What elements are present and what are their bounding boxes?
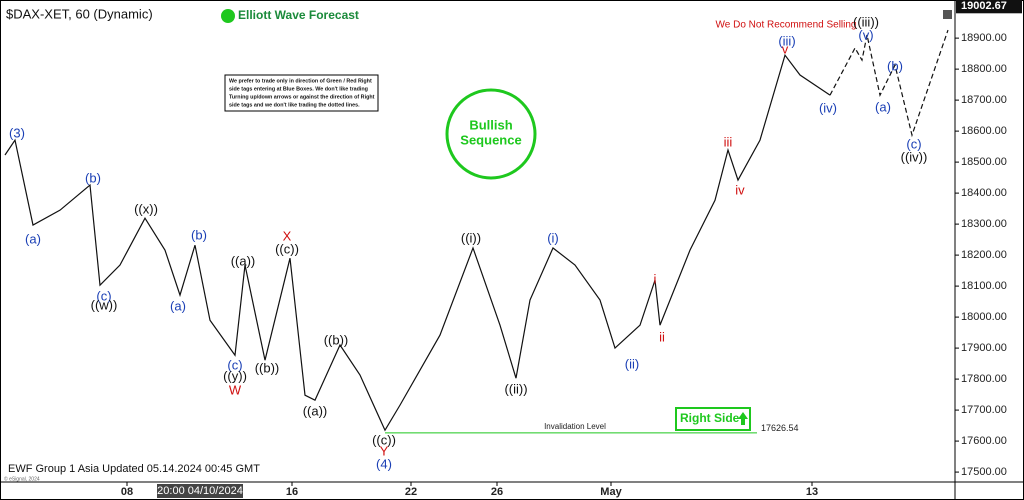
right-side-box bbox=[675, 407, 751, 431]
x-tick-label: May bbox=[600, 486, 622, 498]
y-tick-label: 18100.00 bbox=[961, 280, 1007, 292]
wave-label: i bbox=[654, 271, 657, 286]
wave-label: ii bbox=[659, 329, 665, 344]
y-tick-label: 18700.00 bbox=[961, 94, 1007, 106]
y-tick-label: 18400.00 bbox=[961, 187, 1007, 199]
wave-label: (c) bbox=[906, 136, 921, 151]
disclaimer-box bbox=[224, 74, 379, 112]
wave-label: iii bbox=[724, 134, 733, 149]
wave-label: (a) bbox=[170, 298, 186, 313]
footer: EWF Group 1 Asia Updated 05.14.2024 00:4… bbox=[8, 463, 260, 475]
x-tick-label: 26 bbox=[491, 486, 503, 498]
x-tick-label: 13 bbox=[806, 486, 818, 498]
wave-label: (a) bbox=[875, 99, 891, 114]
wave-label: X bbox=[283, 228, 292, 243]
wave-label: ((x)) bbox=[134, 201, 158, 216]
wave-label: ((c)) bbox=[372, 432, 396, 447]
right-side-arrow bbox=[738, 412, 748, 425]
note: We Do Not Recommend Selling bbox=[716, 20, 857, 31]
wave-label: (v) bbox=[858, 27, 873, 42]
chart-title: $DAX-XET, 60 (Dynamic) bbox=[6, 6, 153, 21]
wave-label: Y bbox=[380, 443, 389, 458]
corner-icon bbox=[943, 10, 952, 19]
wave-label: ((iii)) bbox=[853, 14, 879, 29]
wave-label: (iv) bbox=[819, 100, 837, 115]
wave-label: ((i)) bbox=[461, 230, 481, 245]
last-price-label: 19002.67 bbox=[961, 0, 1007, 12]
sequence-label: Sequence bbox=[460, 132, 521, 147]
y-tick-label: 17500.00 bbox=[961, 466, 1007, 478]
sequence-circle bbox=[445, 88, 537, 180]
wave-label: (3) bbox=[9, 125, 25, 140]
invalidation-label: Invalidation Level bbox=[544, 422, 606, 431]
y-tick-label: 18600.00 bbox=[961, 125, 1007, 137]
disclaimer-line: Turning up/down arrows or against the di… bbox=[229, 94, 375, 100]
cursor-label: 20:00 04/10/2024 bbox=[157, 485, 243, 497]
y-tick-label: 17600.00 bbox=[961, 435, 1007, 447]
wave-label: (b) bbox=[887, 58, 903, 73]
price-line bbox=[4, 53, 831, 432]
invalidation-value: 17626.54 bbox=[761, 423, 799, 433]
disclaimer-line: side tags entering at Blue Boxes. We don… bbox=[229, 86, 368, 92]
wave-label: (a) bbox=[25, 231, 41, 246]
y-tick-label: 18900.00 bbox=[961, 32, 1007, 44]
y-tick-label: 18200.00 bbox=[961, 249, 1007, 261]
wave-label: ((c)) bbox=[275, 241, 299, 256]
disclaimer-line: side tags and we don't like trading the … bbox=[229, 102, 360, 108]
wave-label: ((a)) bbox=[231, 253, 256, 268]
wave-label: iv bbox=[735, 182, 745, 197]
wave-label: (i) bbox=[547, 230, 559, 245]
cursor-label-box bbox=[157, 484, 243, 498]
wave-label: (b) bbox=[191, 227, 207, 242]
x-tick-label: 08 bbox=[121, 486, 133, 498]
sequence-label: Bullish bbox=[469, 117, 512, 132]
wave-label: (4) bbox=[376, 456, 392, 471]
wave-label: ((b)) bbox=[255, 360, 280, 375]
wave-label: W bbox=[229, 382, 242, 397]
last-price-box bbox=[956, 0, 1022, 14]
wave-label: ((b)) bbox=[324, 332, 349, 347]
brand-icon bbox=[221, 9, 235, 23]
y-tick-label: 18800.00 bbox=[961, 63, 1007, 75]
wave-label: ((a)) bbox=[303, 403, 328, 418]
y-tick-label: 17700.00 bbox=[961, 404, 1007, 416]
copyright: © eSignal, 2024 bbox=[4, 475, 40, 482]
wave-label: ((iv)) bbox=[901, 149, 928, 164]
wave-label: (b) bbox=[85, 170, 101, 185]
disclaimer-line: We prefer to trade only in direction of … bbox=[229, 78, 372, 84]
x-tick-label: 22 bbox=[405, 486, 417, 498]
y-tick-label: 17900.00 bbox=[961, 342, 1007, 354]
wave-label: ((w)) bbox=[91, 297, 118, 312]
wave-label: (iii) bbox=[778, 33, 795, 48]
y-tick-label: 17800.00 bbox=[961, 373, 1007, 385]
y-tick-label: 18300.00 bbox=[961, 218, 1007, 230]
y-tick-label: 18500.00 bbox=[961, 156, 1007, 168]
wave-label: ((y)) bbox=[223, 368, 247, 383]
x-tick-label: 16 bbox=[286, 486, 298, 498]
wave-label: ((ii)) bbox=[504, 381, 527, 396]
y-tick-label: 18000.00 bbox=[961, 311, 1007, 323]
wave-label: v bbox=[782, 41, 789, 56]
wave-label: (c) bbox=[96, 288, 111, 303]
price-line bbox=[829, 29, 949, 138]
wave-label: (c) bbox=[227, 357, 242, 372]
wave-label: (ii) bbox=[625, 356, 639, 371]
right-side-label: Right Side bbox=[680, 411, 740, 425]
brand: Elliott Wave Forecast bbox=[238, 8, 359, 22]
